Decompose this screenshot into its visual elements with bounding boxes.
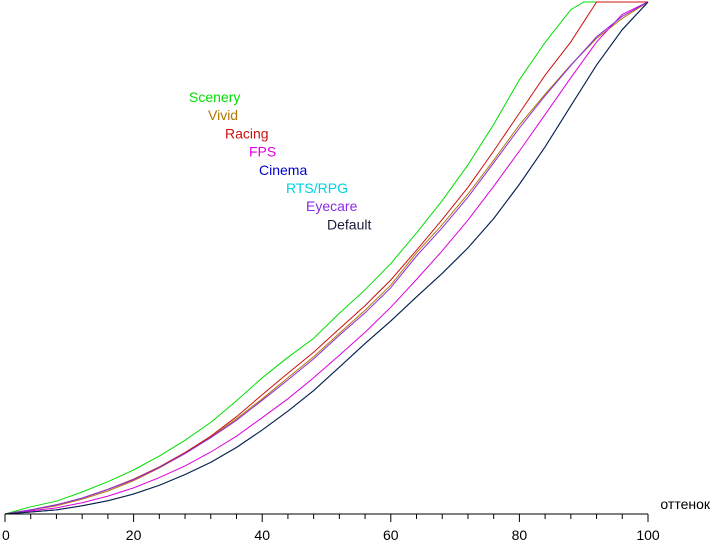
legend-item-default: Default — [327, 216, 371, 232]
series-layer — [4, 1, 649, 515]
series-line-default — [4, 1, 649, 515]
x-tick-label: 0 — [2, 527, 10, 542]
legend-item-eyecare: Eyecare — [306, 198, 358, 214]
legend-item-scenery: Scenery — [189, 89, 240, 105]
series-line-fps — [4, 1, 649, 515]
legend-item-vivid: Vivid — [208, 107, 238, 123]
x-tick-label: 60 — [383, 527, 399, 542]
legend-item-cinema: Cinema — [259, 162, 307, 178]
x-tick-label: 100 — [636, 527, 660, 542]
x-tick-label: 40 — [254, 527, 270, 542]
x-axis-label: оттенок — [660, 496, 710, 512]
x-tick-label: 80 — [512, 527, 528, 542]
series-line-cinema — [4, 1, 649, 515]
legend: Scenery Vivid Racing FPS Cinema RTS/RPG Eyecar… — [189, 89, 371, 232]
x-ticks: 0 20 40 60 80 100 — [2, 514, 660, 542]
series-line-vivid — [4, 1, 649, 515]
legend-item-fps: FPS — [249, 144, 276, 160]
series-line-rts-rpg — [4, 1, 649, 515]
series-line-scenery — [4, 1, 648, 515]
series-line-eyecare — [4, 1, 649, 515]
series-line-racing — [4, 1, 648, 515]
x-tick-label: 20 — [126, 527, 142, 542]
legend-item-racing: Racing — [225, 125, 269, 141]
legend-item-rts-rpg: RTS/RPG — [286, 180, 348, 196]
